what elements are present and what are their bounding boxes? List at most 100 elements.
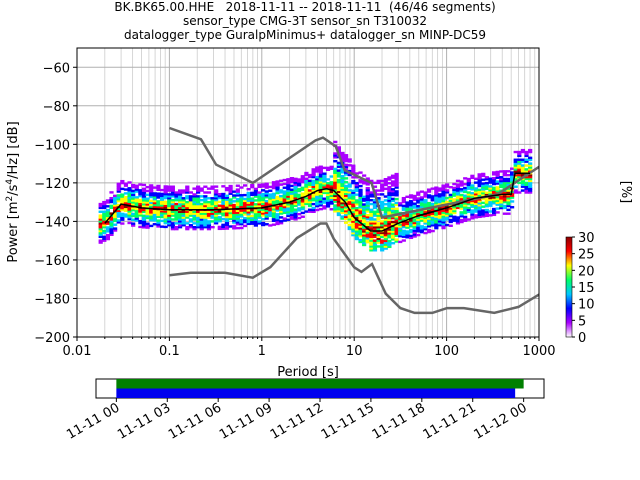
pdf-cell	[134, 211, 139, 214]
pdf-cell	[159, 219, 165, 223]
pdf-cell	[156, 188, 161, 192]
pdf-cell	[340, 203, 345, 207]
pdf-cell	[246, 218, 251, 222]
pdf-cell	[286, 193, 291, 196]
pdf-cell	[297, 199, 302, 202]
pdf-cell	[246, 203, 251, 206]
pdf-cell	[300, 211, 305, 215]
pdf-cell	[445, 191, 450, 194]
pdf-cell	[398, 227, 403, 230]
pdf-cell	[347, 219, 352, 223]
pdf-cell	[275, 186, 280, 189]
pdf-cell	[455, 193, 461, 196]
pdf-cell	[304, 191, 309, 194]
pdf-cell	[159, 192, 165, 196]
pdf-cell	[163, 204, 168, 207]
pdf-cell	[322, 197, 327, 200]
pdf-cell	[318, 165, 323, 168]
pdf-cell	[282, 178, 287, 182]
pdf-cell	[159, 204, 165, 207]
pdf-cell	[463, 202, 468, 205]
pdf-cell	[286, 210, 291, 214]
pdf-cell	[405, 222, 410, 225]
pdf-cell	[528, 189, 533, 192]
pdf-cell	[156, 209, 161, 213]
pdf-cell	[102, 212, 107, 215]
pdf-cell	[491, 209, 497, 213]
pdf-cell	[495, 170, 500, 174]
pdf-cell	[203, 210, 208, 213]
pdf-cell	[325, 197, 331, 200]
pdf-cell	[455, 195, 461, 198]
pdf-cell	[390, 188, 396, 191]
pdf-cell	[376, 231, 381, 235]
pdf-cell	[224, 219, 230, 223]
pdf-cell	[376, 235, 381, 239]
pdf-cell	[347, 210, 352, 213]
pdf-cell	[524, 175, 529, 179]
pdf-cell	[196, 214, 201, 217]
pdf-cell	[401, 223, 406, 227]
pdf-cell	[268, 212, 273, 216]
pdf-cell	[329, 165, 334, 169]
pdf-cell	[149, 195, 154, 199]
pdf-cell	[347, 158, 352, 161]
pdf-cell	[242, 224, 248, 228]
pdf-cell	[289, 192, 295, 195]
pdf-cell	[445, 183, 450, 186]
pdf-cell	[304, 198, 309, 202]
pdf-cell	[127, 196, 132, 200]
pdf-cell	[434, 199, 439, 203]
pdf-cell	[351, 199, 356, 202]
pdf-cell	[441, 217, 446, 220]
pdf-cell	[253, 193, 258, 196]
pdf-cell	[293, 204, 298, 208]
pdf-cell	[333, 210, 338, 213]
pdf-cell	[390, 228, 396, 231]
pdf-cell	[275, 191, 280, 195]
pdf-cell	[120, 205, 125, 208]
pdf-cell	[185, 212, 190, 215]
pdf-cell	[177, 210, 183, 213]
pdf-cell	[362, 174, 367, 177]
pdf-cell	[221, 206, 226, 209]
pdf-cell	[426, 228, 432, 232]
pdf-cell	[131, 218, 136, 221]
pdf-cell	[390, 182, 396, 185]
pdf-cell	[452, 215, 457, 219]
pdf-cell	[463, 209, 468, 213]
pdf-cell	[185, 214, 190, 217]
pdf-cell	[311, 193, 316, 196]
pdf-cell	[120, 208, 125, 212]
pdf-cell	[264, 201, 269, 205]
pdf-cell	[253, 189, 258, 193]
pdf-cell	[491, 200, 497, 203]
pdf-cell	[279, 198, 284, 202]
pdf-cell	[387, 243, 392, 247]
pdf-cell	[282, 209, 287, 213]
pdf-cell	[343, 188, 349, 192]
pdf-cell	[362, 220, 367, 224]
pdf-cell	[102, 239, 107, 242]
pdf-cell	[437, 195, 443, 198]
pdf-cell	[145, 185, 150, 189]
pdf-cell	[390, 230, 396, 233]
pdf-cell	[380, 227, 385, 231]
pdf-cell	[304, 210, 309, 213]
pdf-cell	[517, 191, 522, 194]
pdf-cell	[441, 194, 446, 197]
pdf-cell	[343, 154, 349, 157]
pdf-cell	[105, 199, 111, 202]
pdf-cell	[383, 199, 388, 202]
pdf-cell	[426, 203, 432, 207]
pdf-cell	[167, 216, 172, 219]
pdf-cell	[488, 177, 493, 180]
pdf-cell	[499, 199, 504, 202]
pdf-cell	[149, 224, 154, 228]
pdf-cell	[408, 219, 414, 222]
pdf-cell	[152, 219, 157, 222]
pdf-cell	[170, 187, 175, 190]
pdf-cell	[528, 179, 533, 183]
pdf-cell	[434, 207, 439, 211]
pdf-cell	[253, 222, 258, 225]
